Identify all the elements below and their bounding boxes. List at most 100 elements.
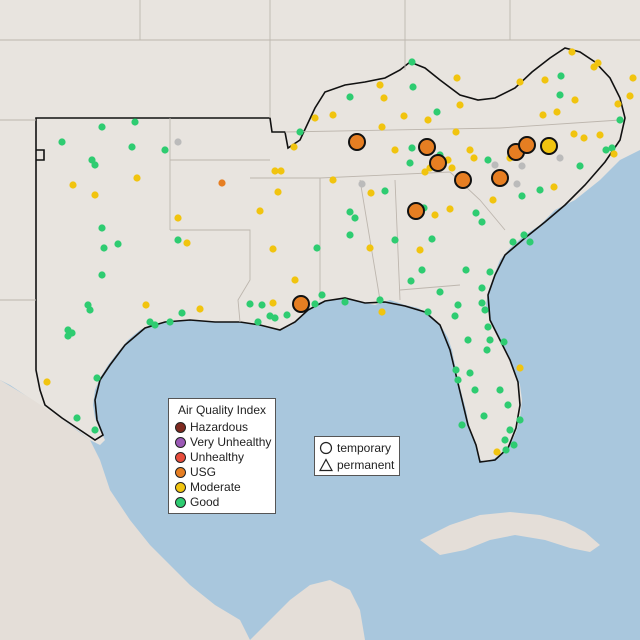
monitor-marker-moderate[interactable]: [142, 301, 150, 309]
monitor-marker-good[interactable]: [271, 314, 279, 322]
monitor-marker-good[interactable]: [93, 374, 101, 382]
monitor-marker-good[interactable]: [501, 436, 509, 444]
monitor-marker-good[interactable]: [480, 412, 488, 420]
monitor-marker-good[interactable]: [311, 300, 319, 308]
monitor-marker-moderate[interactable]: [541, 76, 549, 84]
monitor-marker-good[interactable]: [128, 143, 136, 151]
monitor-marker-good[interactable]: [451, 312, 459, 320]
monitor-marker-moderate[interactable]: [421, 168, 429, 176]
monitor-marker-moderate[interactable]: [69, 181, 77, 189]
monitor-marker-moderate[interactable]: [380, 94, 388, 102]
monitor-marker-no-data[interactable]: [556, 154, 564, 162]
monitor-marker-moderate[interactable]: [400, 112, 408, 120]
monitor-marker-good[interactable]: [341, 298, 349, 306]
monitor-marker-good[interactable]: [484, 156, 492, 164]
temporary-monitor-moderate[interactable]: [540, 137, 558, 155]
monitor-marker-good[interactable]: [478, 218, 486, 226]
monitor-marker-good[interactable]: [481, 306, 489, 314]
temporary-monitor-usg[interactable]: [348, 133, 366, 151]
monitor-marker-moderate[interactable]: [610, 150, 618, 158]
monitor-marker-good[interactable]: [556, 91, 564, 99]
monitor-marker-moderate[interactable]: [580, 134, 588, 142]
monitor-marker-good[interactable]: [151, 321, 159, 329]
monitor-marker-moderate[interactable]: [376, 81, 384, 89]
monitor-marker-moderate[interactable]: [43, 378, 51, 386]
monitor-marker-moderate[interactable]: [466, 146, 474, 154]
monitor-marker-good[interactable]: [454, 376, 462, 384]
monitor-marker-no-data[interactable]: [174, 138, 182, 146]
monitor-marker-good[interactable]: [433, 108, 441, 116]
monitor-marker-good[interactable]: [351, 214, 359, 222]
monitor-marker-good[interactable]: [486, 336, 494, 344]
monitor-marker-good[interactable]: [131, 118, 139, 126]
monitor-marker-good[interactable]: [509, 238, 517, 246]
monitor-marker-good[interactable]: [616, 116, 624, 124]
monitor-marker-moderate[interactable]: [594, 59, 602, 67]
monitor-marker-good[interactable]: [516, 416, 524, 424]
temporary-monitor-usg[interactable]: [518, 136, 536, 154]
monitor-marker-moderate[interactable]: [196, 305, 204, 313]
monitor-marker-good[interactable]: [424, 308, 432, 316]
monitor-marker-good[interactable]: [346, 208, 354, 216]
monitor-marker-moderate[interactable]: [378, 123, 386, 131]
monitor-marker-moderate[interactable]: [570, 130, 578, 138]
monitor-marker-moderate[interactable]: [274, 188, 282, 196]
monitor-marker-good[interactable]: [64, 332, 72, 340]
temporary-monitor-usg[interactable]: [418, 138, 436, 156]
monitor-marker-usg[interactable]: [218, 179, 226, 187]
monitor-marker-good[interactable]: [576, 162, 584, 170]
monitor-marker-good[interactable]: [436, 288, 444, 296]
monitor-marker-moderate[interactable]: [456, 101, 464, 109]
monitor-marker-moderate[interactable]: [568, 48, 576, 56]
temporary-monitor-usg[interactable]: [407, 202, 425, 220]
monitor-marker-good[interactable]: [86, 306, 94, 314]
monitor-marker-moderate[interactable]: [269, 299, 277, 307]
monitor-marker-good[interactable]: [518, 192, 526, 200]
monitor-marker-moderate[interactable]: [446, 205, 454, 213]
monitor-marker-good[interactable]: [391, 236, 399, 244]
monitor-marker-moderate[interactable]: [453, 74, 461, 82]
monitor-marker-good[interactable]: [557, 72, 565, 80]
monitor-marker-moderate[interactable]: [489, 196, 497, 204]
monitor-marker-good[interactable]: [166, 318, 174, 326]
monitor-marker-moderate[interactable]: [448, 164, 456, 172]
monitor-marker-good[interactable]: [100, 244, 108, 252]
monitor-marker-good[interactable]: [500, 338, 508, 346]
monitor-marker-good[interactable]: [407, 277, 415, 285]
monitor-marker-good[interactable]: [510, 441, 518, 449]
monitor-marker-good[interactable]: [478, 284, 486, 292]
monitor-marker-good[interactable]: [536, 186, 544, 194]
monitor-marker-moderate[interactable]: [91, 191, 99, 199]
monitor-marker-moderate[interactable]: [416, 246, 424, 254]
monitor-marker-good[interactable]: [114, 240, 122, 248]
monitor-marker-good[interactable]: [408, 58, 416, 66]
temporary-monitor-usg[interactable]: [454, 171, 472, 189]
monitor-marker-good[interactable]: [602, 146, 610, 154]
monitor-marker-good[interactable]: [376, 296, 384, 304]
monitor-marker-moderate[interactable]: [424, 116, 432, 124]
monitor-marker-good[interactable]: [313, 244, 321, 252]
monitor-marker-moderate[interactable]: [183, 239, 191, 247]
monitor-marker-no-data[interactable]: [358, 180, 366, 188]
monitor-marker-good[interactable]: [502, 446, 510, 454]
monitor-marker-good[interactable]: [408, 144, 416, 152]
monitor-marker-good[interactable]: [178, 309, 186, 317]
monitor-marker-good[interactable]: [608, 144, 616, 152]
temporary-monitor-usg[interactable]: [429, 154, 447, 172]
monitor-marker-good[interactable]: [506, 426, 514, 434]
monitor-marker-good[interactable]: [161, 146, 169, 154]
monitor-marker-moderate[interactable]: [596, 131, 604, 139]
temporary-monitor-usg[interactable]: [292, 295, 310, 313]
monitor-marker-moderate[interactable]: [571, 96, 579, 104]
monitor-marker-good[interactable]: [504, 401, 512, 409]
monitor-marker-good[interactable]: [462, 266, 470, 274]
monitor-marker-good[interactable]: [346, 231, 354, 239]
monitor-marker-good[interactable]: [98, 123, 106, 131]
monitor-marker-good[interactable]: [428, 235, 436, 243]
monitor-marker-good[interactable]: [483, 346, 491, 354]
monitor-marker-good[interactable]: [246, 300, 254, 308]
monitor-marker-good[interactable]: [258, 301, 266, 309]
monitor-marker-moderate[interactable]: [133, 174, 141, 182]
monitor-marker-moderate[interactable]: [277, 167, 285, 175]
monitor-marker-good[interactable]: [254, 318, 262, 326]
